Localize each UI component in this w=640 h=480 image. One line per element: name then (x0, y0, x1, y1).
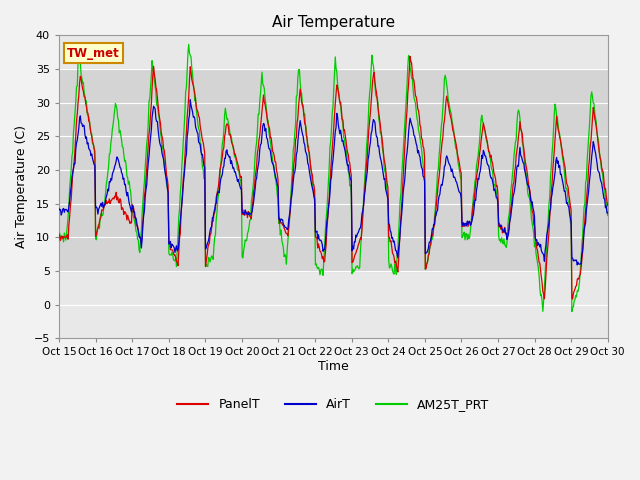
PanelT (122, 209, 129, 215)
AirT (177, 209, 185, 215)
AirT (207, 225, 214, 230)
PanelT (406, 53, 414, 59)
AM25T_PRT (55, 238, 63, 243)
Title: Air Temperature: Air Temperature (272, 15, 395, 30)
Line: AirT: AirT (59, 100, 608, 265)
Bar (59, 69, 608, 271)
AM25T_PRT (185, 41, 193, 47)
AM25T_PRT (401, 122, 408, 128)
Text: TW_met: TW_met (67, 47, 120, 60)
Line: PanelT: PanelT (59, 56, 608, 299)
PanelT (177, 210, 185, 216)
Line: AM25T_PRT: AM25T_PRT (59, 44, 608, 312)
AM25T_PRT (177, 180, 185, 185)
PanelT (55, 232, 63, 238)
AirT (401, 177, 408, 183)
AM25T_PRT (122, 157, 129, 163)
AirT (55, 205, 63, 211)
AM25T_PRT (65, 203, 73, 208)
AirT (122, 181, 129, 187)
PanelT (400, 160, 408, 166)
PanelT (417, 124, 424, 130)
X-axis label: Time: Time (318, 360, 349, 373)
AirT (186, 97, 194, 103)
Y-axis label: Air Temperature (C): Air Temperature (C) (15, 125, 28, 248)
PanelT (604, 203, 612, 209)
PanelT (206, 232, 214, 238)
AirT (65, 203, 73, 209)
AM25T_PRT (207, 256, 214, 262)
PanelT (569, 296, 577, 302)
AM25T_PRT (417, 141, 424, 147)
AM25T_PRT (568, 309, 576, 314)
PanelT (65, 222, 73, 228)
AirT (417, 160, 424, 166)
AirT (573, 262, 581, 268)
AM25T_PRT (604, 213, 612, 218)
AirT (604, 210, 612, 216)
Legend: PanelT, AirT, AM25T_PRT: PanelT, AirT, AM25T_PRT (172, 393, 495, 416)
